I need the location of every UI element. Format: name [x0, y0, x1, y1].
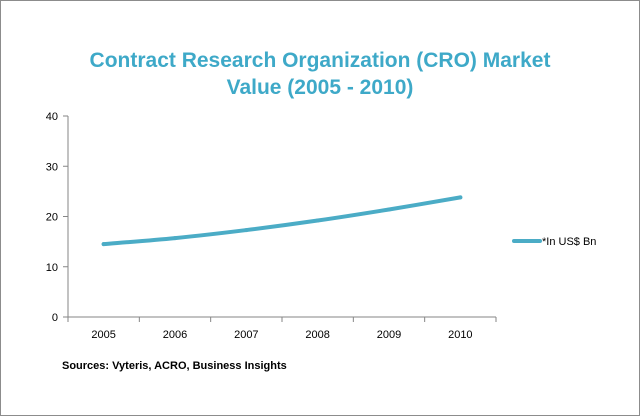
y-tick-label-0: 0	[52, 312, 58, 324]
series-layer	[101, 195, 463, 247]
source-note: Sources: Vyteris, ACRO, Business Insight…	[62, 360, 287, 372]
series-line-1	[101, 195, 463, 247]
x-ticks: 2005 2006 2007 2008 2009 2010	[67, 317, 497, 341]
legend: *In US$ Bn	[512, 236, 596, 248]
y-tick-label-4: 40	[46, 111, 58, 123]
data-point-2008	[315, 218, 320, 223]
x-tick-label-2007: 2007	[234, 329, 258, 341]
x-tick-label-2010: 2010	[448, 329, 472, 341]
data-point-2009	[387, 207, 391, 212]
data-point-2006	[173, 236, 177, 241]
x-tick-label-2009: 2009	[377, 329, 401, 341]
x-tick-label-2006: 2006	[163, 329, 187, 341]
data-point-2007	[244, 228, 249, 233]
legend-label-series-1: *In US$ Bn	[542, 236, 596, 248]
y-ticks: 0 10 20 30 40	[46, 111, 68, 324]
data-point-2010	[458, 195, 463, 200]
y-tick-label-2: 20	[46, 212, 58, 224]
y-tick-label-1: 10	[46, 262, 58, 274]
chart-title-line-2: Value (2005 - 2010)	[227, 76, 414, 99]
x-tick-label-2008: 2008	[305, 329, 329, 341]
data-point-2005	[101, 242, 106, 247]
chart-title-line-1: Contract Research Organization (CRO) Mar…	[90, 49, 551, 72]
y-tick-label-3: 30	[46, 161, 58, 173]
x-tick-label-2005: 2005	[91, 329, 115, 341]
